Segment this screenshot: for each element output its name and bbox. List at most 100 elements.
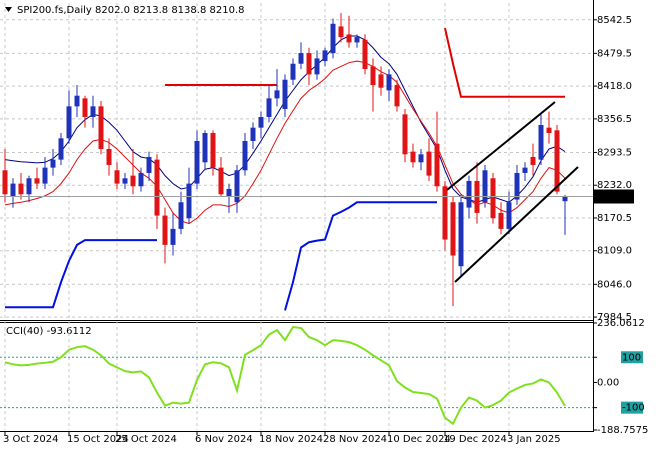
candle-body — [154, 159, 160, 216]
y-tick-label: -188.7575 — [597, 425, 648, 436]
candle-body — [146, 156, 152, 173]
x-tick-label: 19 Dec 2024 — [443, 434, 507, 445]
y-tick-label: -100 — [622, 403, 645, 414]
candle-body — [458, 202, 464, 267]
last-price-label: 8210.8 — [597, 192, 632, 203]
candle-body — [2, 170, 8, 195]
candle-body — [34, 178, 40, 184]
candle-body — [266, 98, 272, 118]
candle-body — [466, 180, 472, 208]
y-tick-label: 8046.0 — [597, 279, 632, 290]
y-tick-label: 8479.5 — [597, 48, 632, 59]
candle-body — [538, 125, 544, 160]
candle-body — [482, 170, 488, 203]
candle-body — [66, 106, 72, 139]
y-tick-label: 8356.5 — [597, 114, 632, 125]
x-tick-label: 25 Oct 2024 — [115, 434, 177, 445]
y-tick-label: 236.0612 — [597, 318, 645, 329]
candle-body — [298, 53, 304, 64]
candle-body — [354, 37, 360, 43]
candle-body — [138, 172, 144, 187]
candle-body — [186, 183, 192, 219]
y-tick-label: 8418.0 — [597, 81, 632, 92]
indicator-line — [5, 201, 437, 311]
x-tick-label: 28 Nov 2024 — [323, 434, 387, 445]
candle-body — [530, 156, 536, 165]
candle-body — [162, 215, 168, 245]
y-tick-label: 7984.5 — [597, 312, 632, 323]
candle-body — [50, 159, 56, 168]
candle-body — [178, 202, 184, 229]
x-tick-label: 18 Nov 2024 — [259, 434, 323, 445]
candle-body — [522, 167, 528, 173]
candle-body — [18, 183, 24, 195]
candle-body — [170, 228, 176, 245]
indicator-line — [4, 325, 566, 426]
candle-body — [330, 23, 336, 54]
x-tick-label: 6 Nov 2024 — [195, 434, 253, 445]
x-tick-label: 3 Oct 2024 — [3, 434, 58, 445]
candle-body — [410, 151, 416, 163]
candle-body — [322, 50, 328, 62]
chart-title: SPI200.fs,Daily 8202.0 8213.8 8138.8 821… — [17, 5, 244, 16]
candle-body — [498, 212, 504, 229]
trendline — [454, 166, 579, 283]
candle-body — [514, 172, 520, 200]
y-tick-label: 100 — [622, 352, 641, 363]
candle-body — [106, 148, 112, 165]
y-tick-label: 8232.0 — [597, 180, 632, 191]
candle-body — [226, 188, 232, 197]
y-tick-label: 8293.5 — [597, 147, 632, 158]
candle-body — [202, 132, 208, 163]
candle-body — [506, 202, 512, 229]
candle-body — [450, 202, 456, 256]
y-tick-label: 8542.5 — [597, 15, 632, 26]
y-tick-label: 8109.0 — [597, 246, 632, 257]
candle-body — [338, 26, 344, 38]
menu-triangle — [5, 7, 12, 12]
candle-body — [314, 58, 320, 75]
x-tick-label: 10 Dec 2024 — [387, 434, 451, 445]
candle-body — [554, 130, 560, 192]
candle-body — [130, 175, 136, 187]
last-price-box — [594, 189, 634, 204]
candle-body — [378, 74, 384, 88]
candle-body — [26, 178, 32, 195]
candle-body — [90, 106, 96, 118]
x-tick-label: 3 Jan 2025 — [507, 434, 561, 445]
candle-body — [434, 143, 440, 187]
candle-body — [234, 170, 240, 203]
candle-body — [194, 140, 200, 184]
level-label-box — [621, 351, 643, 364]
candle-body — [362, 39, 368, 70]
candle-body — [10, 183, 16, 197]
candle-body — [250, 127, 256, 141]
candle-body — [218, 167, 224, 195]
y-tick-label: 8170.5 — [597, 213, 632, 224]
candle-body — [418, 154, 424, 163]
candle-body — [242, 140, 248, 171]
candle-body — [274, 90, 280, 99]
candle-body — [122, 178, 128, 184]
candle-body — [306, 53, 312, 75]
indicator-line — [165, 27, 565, 98]
candle-body — [58, 138, 64, 160]
y-tick-label: 0.00 — [597, 377, 619, 388]
candle-body — [386, 74, 392, 91]
candle-body — [490, 178, 496, 219]
candle-body — [394, 85, 400, 107]
candle-body — [74, 95, 80, 107]
x-tick-label: 15 Oct 2024 — [67, 434, 129, 445]
candle-body — [82, 98, 88, 118]
candle-body — [290, 63, 296, 80]
trendline — [446, 101, 556, 191]
candle-body — [402, 114, 408, 155]
candle-body — [426, 151, 432, 176]
candle-body — [370, 66, 376, 86]
indicator-line — [4, 60, 566, 225]
candle-body — [442, 186, 448, 240]
candle-body — [546, 127, 552, 133]
candle-body — [210, 132, 216, 168]
